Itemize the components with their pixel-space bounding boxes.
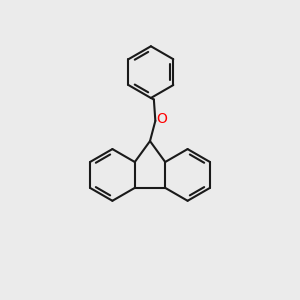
Text: O: O [156,112,167,126]
